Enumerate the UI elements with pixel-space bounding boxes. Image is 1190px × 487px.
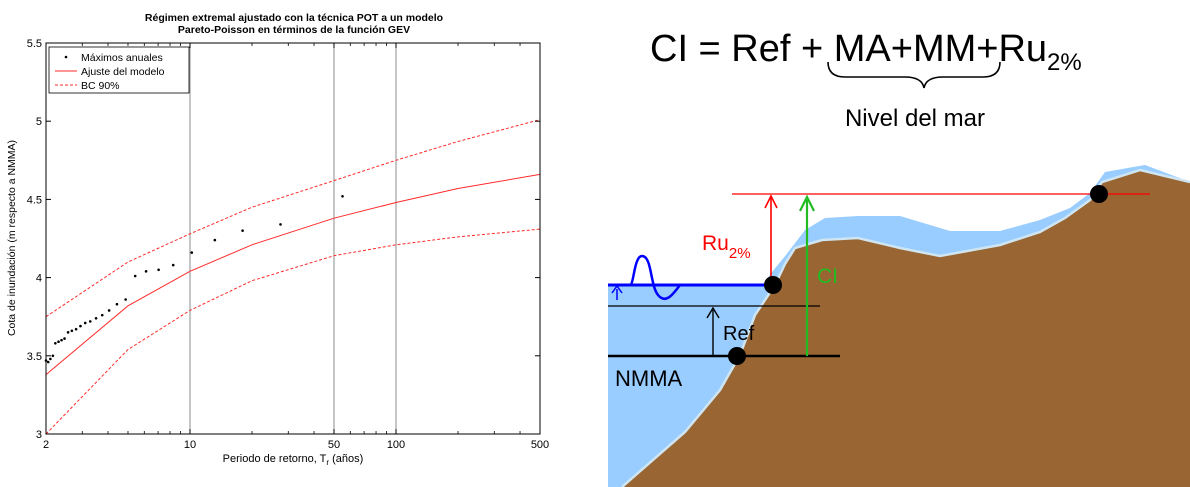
series-layer bbox=[44, 119, 541, 435]
legend: Máximos anuales Ajuste del modelo BC 90% bbox=[48, 46, 190, 94]
legend-dot-marker bbox=[64, 55, 68, 59]
nmma-point bbox=[728, 347, 746, 365]
flood-level-point bbox=[1090, 185, 1108, 203]
annual-max-point bbox=[57, 340, 60, 344]
runup-point bbox=[764, 276, 782, 294]
confidence-band-line bbox=[45, 119, 541, 318]
wave-shape bbox=[622, 254, 682, 301]
y-tick-label: 4 bbox=[36, 273, 42, 285]
annual-max-point bbox=[74, 327, 78, 331]
annual-max-point bbox=[49, 357, 52, 361]
annual-max-point bbox=[70, 329, 74, 333]
land-mass bbox=[622, 170, 1190, 487]
legend-label-ajuste: Ajuste del modelo bbox=[81, 66, 165, 78]
annual-max-point bbox=[100, 313, 104, 317]
y-tick-label: 5 bbox=[36, 116, 42, 128]
annual-max-point bbox=[157, 268, 160, 272]
plot-frame bbox=[45, 42, 541, 435]
ru-arrow-head bbox=[764, 194, 778, 209]
annual-max-point bbox=[115, 302, 119, 306]
y-tick-label: 3.5 bbox=[27, 351, 42, 363]
formula: CI = Ref + MA+MM+Ru2% bbox=[650, 28, 1082, 76]
sea-level-brace bbox=[827, 61, 1001, 89]
x-tick-label: 500 bbox=[531, 439, 549, 451]
legend-label-maximos: Máximos anuales bbox=[81, 52, 163, 64]
nmma-label: NMMA bbox=[615, 366, 683, 391]
annual-max-point bbox=[51, 354, 55, 358]
annual-max-point bbox=[66, 331, 70, 334]
x-tick-label: 50 bbox=[328, 439, 340, 451]
annual-max-point bbox=[144, 270, 148, 273]
annual-max-point bbox=[341, 194, 344, 198]
annual-max-point bbox=[190, 251, 194, 254]
chart-title: Régimen extremal ajustado con la técnica… bbox=[145, 12, 443, 24]
x-tick-label: 2 bbox=[43, 439, 49, 451]
annual-max-point bbox=[94, 316, 98, 320]
x-tick-label: 100 bbox=[387, 439, 405, 451]
model-fit-line bbox=[45, 173, 541, 375]
confidence-band-line bbox=[45, 228, 541, 435]
return-period-chart: Régimen extremal ajustado con la técnica… bbox=[6, 12, 549, 467]
flood-level-diagram: CI = Ref + MA+MM+Ru2% Nivel del mar Ref … bbox=[608, 28, 1190, 487]
chart-subtitle: Pareto-Poisson en términos de la función… bbox=[178, 24, 410, 36]
ref-label: Ref bbox=[723, 323, 755, 345]
annual-max-point bbox=[60, 338, 63, 342]
ci-label: CI bbox=[817, 265, 838, 288]
y-tick-label: 4.5 bbox=[27, 194, 42, 206]
annual-max-point bbox=[107, 309, 111, 312]
annual-max-point bbox=[213, 238, 217, 242]
annual-max-point bbox=[133, 274, 137, 278]
annual-max-point bbox=[171, 263, 175, 267]
grid-lines bbox=[189, 43, 397, 434]
y-tick-label: 5.5 bbox=[27, 38, 42, 50]
wave-arrow-head bbox=[611, 284, 623, 294]
annual-max-point bbox=[79, 324, 82, 328]
annual-max-point bbox=[279, 223, 282, 226]
plot-area bbox=[46, 43, 540, 434]
legend-label-bc90: BC 90% bbox=[81, 80, 120, 92]
y-tick-label: 3 bbox=[36, 429, 42, 441]
annual-max-point bbox=[241, 229, 244, 232]
annual-max-point bbox=[63, 337, 66, 340]
annual-max-point bbox=[83, 321, 87, 325]
ci-arrow-head bbox=[799, 194, 815, 212]
annual-max-point bbox=[124, 298, 127, 301]
y-axis-label: Cota de inundación (m respecto a NMMA) bbox=[6, 140, 18, 336]
x-axis-label: Periodo de retorno, Tr (años) bbox=[223, 453, 364, 467]
x-tick-label: 10 bbox=[184, 439, 196, 451]
ru-label: Ru2% bbox=[702, 232, 751, 262]
ref-arrow-head bbox=[706, 306, 720, 319]
annual-max-point bbox=[88, 320, 92, 323]
annual-max-point bbox=[46, 360, 50, 364]
brace-label: Nivel del mar bbox=[845, 105, 985, 132]
annual-max-point bbox=[54, 341, 57, 345]
axis-ticks: 2 10 50 100 500 3 3.5 4 4.5 5 5.5 bbox=[27, 38, 549, 451]
